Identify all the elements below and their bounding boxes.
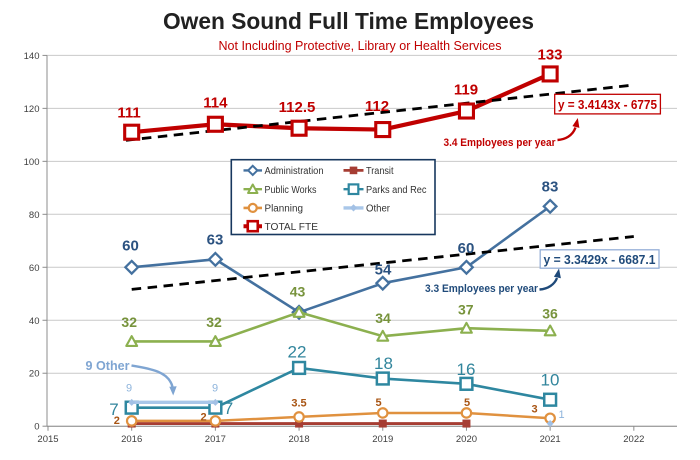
svg-text:3.3 Employees per year: 3.3 Employees per year	[425, 283, 539, 295]
svg-text:Planning: Planning	[265, 204, 304, 215]
svg-text:100: 100	[24, 157, 40, 168]
svg-text:2: 2	[114, 415, 120, 427]
svg-text:22: 22	[288, 343, 307, 362]
svg-text:60: 60	[29, 263, 40, 274]
svg-text:2018: 2018	[288, 434, 309, 445]
svg-text:5: 5	[464, 397, 470, 409]
svg-text:7: 7	[109, 400, 118, 419]
svg-text:y = 3.3429x - 6687.1: y = 3.3429x - 6687.1	[544, 252, 656, 267]
svg-text:3: 3	[531, 404, 537, 416]
svg-text:9: 9	[212, 383, 218, 395]
svg-text:Administration: Administration	[265, 166, 324, 177]
svg-text:2019: 2019	[372, 434, 393, 445]
svg-text:2016: 2016	[121, 434, 142, 445]
svg-text:114: 114	[203, 95, 228, 112]
svg-text:60: 60	[122, 238, 139, 255]
svg-text:Other: Other	[366, 204, 391, 215]
svg-text:32: 32	[206, 314, 222, 330]
svg-text:40: 40	[29, 316, 40, 327]
svg-text:2022: 2022	[623, 434, 644, 445]
svg-text:TOTAL FTE: TOTAL FTE	[265, 222, 319, 233]
svg-text:Transit: Transit	[366, 166, 394, 177]
svg-text:1: 1	[558, 409, 564, 421]
svg-text:0: 0	[34, 422, 39, 433]
svg-text:Owen Sound Full Time Employees: Owen Sound Full Time Employees	[163, 8, 534, 34]
svg-text:37: 37	[458, 302, 474, 318]
svg-text:112: 112	[365, 98, 389, 115]
svg-text:Parks and Rec: Parks and Rec	[366, 185, 427, 196]
svg-text:54: 54	[375, 262, 392, 279]
svg-text:63: 63	[207, 232, 224, 249]
svg-text:9: 9	[126, 383, 132, 395]
svg-text:y = 3.4143x - 6775: y = 3.4143x - 6775	[558, 97, 657, 112]
svg-text:5: 5	[375, 397, 381, 409]
svg-text:120: 120	[24, 104, 40, 115]
svg-text:34: 34	[375, 310, 391, 326]
svg-text:140: 140	[24, 51, 40, 62]
svg-text:83: 83	[542, 179, 559, 196]
svg-text:80: 80	[29, 210, 40, 221]
svg-text:9 Other: 9 Other	[86, 358, 130, 373]
svg-text:Not Including Protective, Libr: Not Including Protective, Library or Hea…	[219, 38, 502, 53]
svg-text:60: 60	[458, 240, 475, 257]
svg-text:20: 20	[29, 369, 40, 380]
svg-text:111: 111	[117, 105, 140, 122]
svg-text:32: 32	[121, 314, 137, 330]
svg-text:2015: 2015	[37, 434, 58, 445]
svg-text:112.5: 112.5	[279, 99, 316, 116]
svg-text:133: 133	[537, 47, 562, 64]
svg-text:2021: 2021	[540, 434, 561, 445]
svg-text:7: 7	[224, 399, 233, 418]
svg-text:43: 43	[290, 284, 306, 300]
svg-text:18: 18	[374, 354, 393, 373]
svg-text:16: 16	[457, 360, 476, 379]
svg-text:3.4 Employees per year: 3.4 Employees per year	[444, 137, 557, 149]
svg-text:36: 36	[542, 306, 558, 322]
svg-text:2020: 2020	[456, 434, 477, 445]
svg-text:3.5: 3.5	[291, 398, 306, 410]
svg-text:2017: 2017	[205, 434, 226, 445]
svg-text:119: 119	[454, 82, 478, 99]
svg-text:2: 2	[200, 412, 206, 424]
svg-text:Public Works: Public Works	[265, 185, 317, 196]
svg-text:10: 10	[541, 371, 560, 390]
